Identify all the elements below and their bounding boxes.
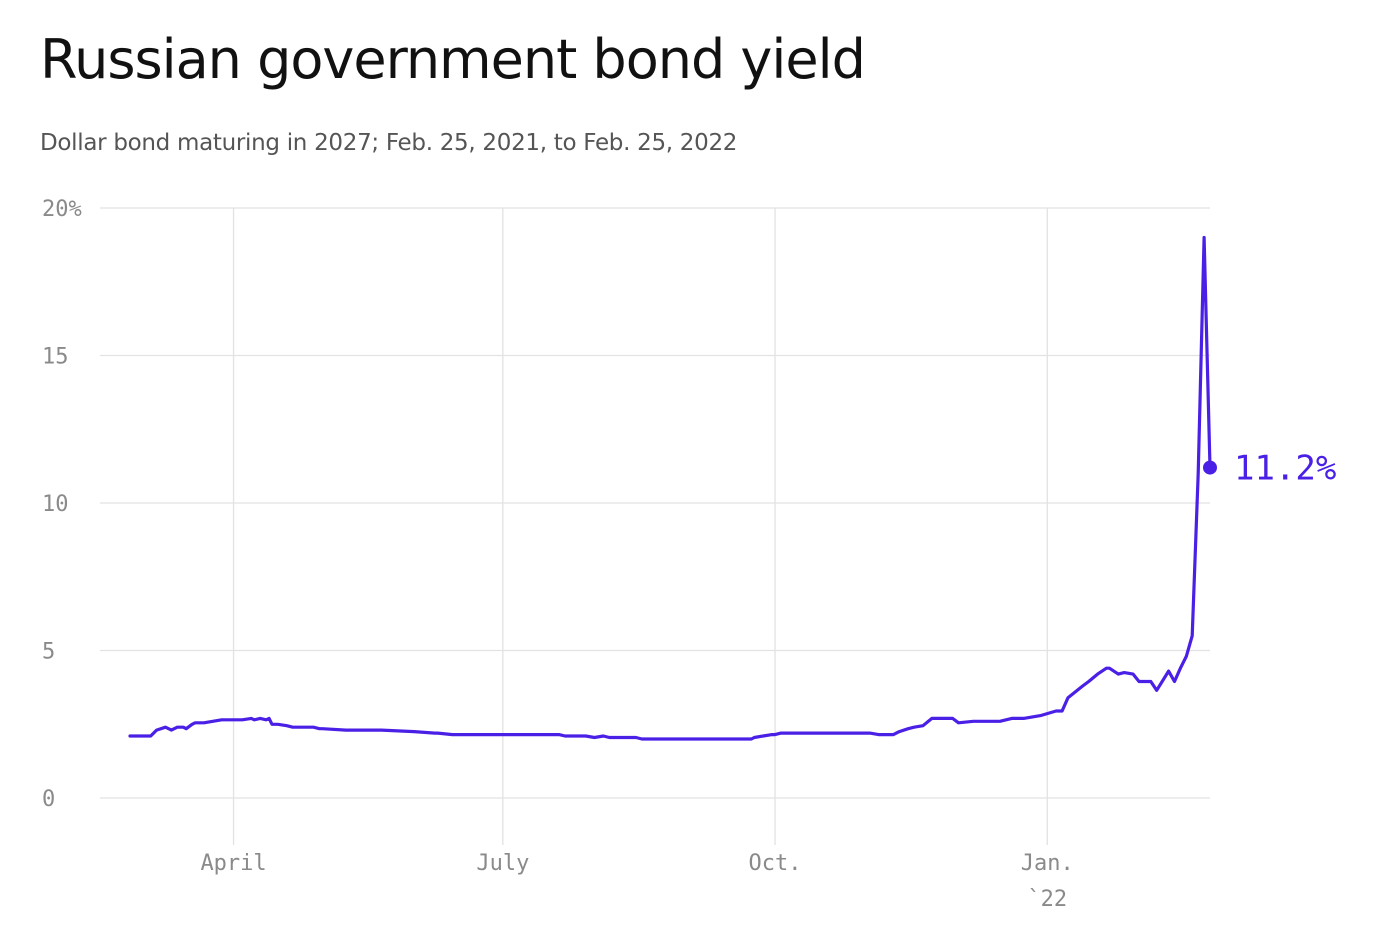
- end-point-marker: [1203, 460, 1217, 475]
- y-tick-label-2: 10: [42, 492, 69, 517]
- x-tick-sublabel-3: `22: [1027, 887, 1067, 912]
- yield-series-line: [128, 235, 1212, 741]
- x-tick-label-3: Jan.: [1021, 851, 1074, 876]
- x-tick-label-0: April: [200, 851, 266, 876]
- y-tick-label-4: 0: [42, 787, 55, 812]
- vertical-gridlines: [232, 208, 1048, 845]
- x-tick-label-2: Oct.: [749, 851, 802, 876]
- y-axis-ticks: 20% 15 10 5 0: [42, 197, 82, 812]
- chart-subtitle: Dollar bond maturing in 2027; Feb. 25, 2…: [40, 130, 738, 156]
- x-axis-ticks: April July Oct. Jan. `22: [200, 851, 1073, 912]
- y-tick-label-0: 20%: [42, 197, 82, 222]
- x-tick-label-1: July: [476, 851, 529, 876]
- y-tick-label-1: 15: [42, 345, 69, 370]
- horizontal-gridlines: [100, 207, 1210, 799]
- end-value-label: 11.2%: [1234, 449, 1336, 489]
- y-tick-label-3: 5: [42, 640, 55, 665]
- chart-title: Russian government bond yield: [40, 28, 866, 91]
